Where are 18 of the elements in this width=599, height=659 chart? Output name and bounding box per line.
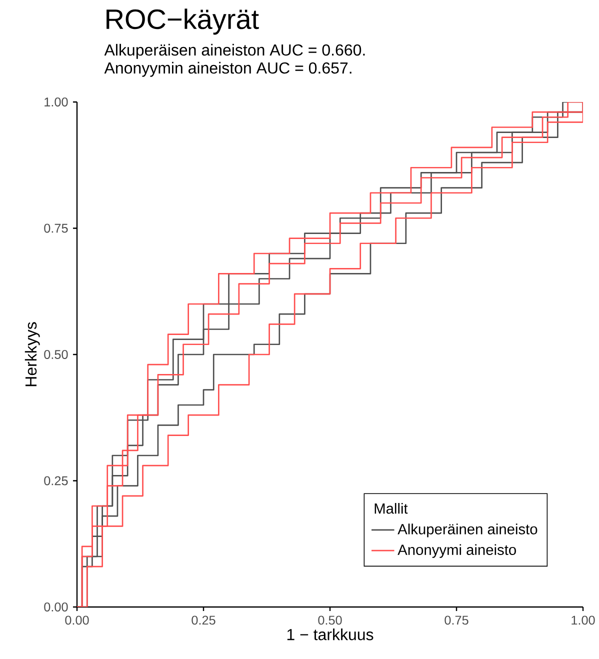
y-axis-title: Herkkyys <box>24 322 40 386</box>
chart-title: ROC−käyrät <box>106 8 259 35</box>
y-tick-label: 0.50 <box>44 350 68 359</box>
y-tick-label: 0.25 <box>44 476 68 486</box>
y-tick-label: 0.00 <box>44 602 68 612</box>
x-tick-label: 0.50 <box>318 616 342 625</box>
x-tick-label: 0.25 <box>192 616 216 625</box>
x-tick-label: 0.00 <box>65 616 89 625</box>
chart-subtitle: Alkuperäisen aineiston AUC = 0.660. <box>104 44 365 59</box>
legend-label: Anonyymi aineisto <box>398 544 516 558</box>
x-tick-label: 0.75 <box>444 616 468 625</box>
y-tick-label: 1.00 <box>44 98 68 106</box>
x-axis-title: 1 − tarkkuus <box>287 628 374 640</box>
x-tick-label: 1.00 <box>572 616 595 625</box>
legend-label: Alkuperäinen aineisto <box>398 524 538 538</box>
legend-title: Mallit <box>374 502 408 514</box>
text: Anonyymin aineiston AUC = 0.657. <box>104 62 352 77</box>
y-tick-label: 0.75 <box>44 224 68 233</box>
